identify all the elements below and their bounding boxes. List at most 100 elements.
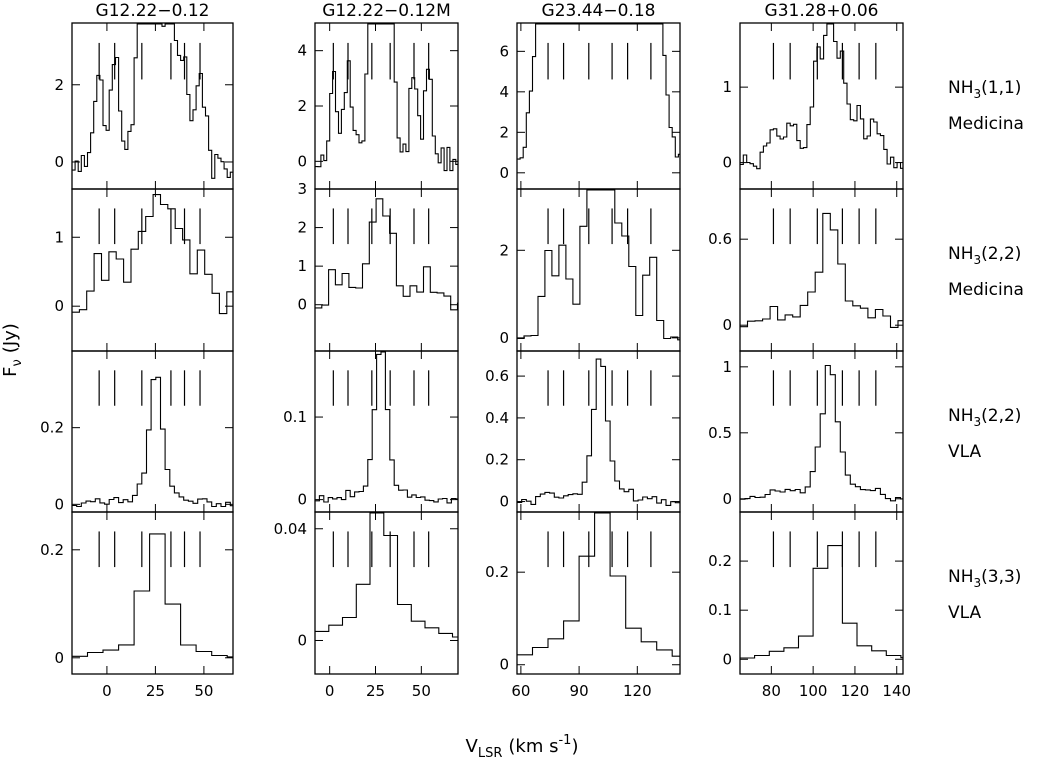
- spectrum-line: [315, 351, 458, 504]
- row-line-label: NH3(2,2): [948, 406, 1021, 429]
- spectrum-panel: 00.2: [40, 511, 234, 675]
- y-tick-label: 0.5: [708, 424, 732, 442]
- y-tick-label: 1: [722, 78, 732, 96]
- spectrum-line: [315, 198, 459, 311]
- spectrum-line: [517, 358, 680, 506]
- y-tick-label: 0: [722, 650, 732, 668]
- row-line-label: NH3(3,3): [948, 567, 1021, 590]
- y-tick-label: 6: [499, 42, 509, 60]
- y-tick-label: 0: [54, 153, 64, 171]
- spectrum-panel: 0 0.2 0.4 0.6: [485, 350, 681, 513]
- panel-frame: [71, 511, 234, 675]
- x-tick-label: 50: [194, 682, 213, 700]
- y-tick-label: 0.2: [40, 419, 64, 437]
- spectrum-panel: 0 2 4 6: [499, 22, 681, 190]
- y-tick-label: 0: [722, 490, 732, 508]
- panel-frame: [516, 350, 681, 513]
- spectrum-panel: 0 2 4: [297, 22, 459, 190]
- panel-frame: [314, 188, 459, 352]
- row-telescope-label: Medicina: [948, 114, 1024, 134]
- y-tick-label: 0.4: [485, 409, 509, 427]
- y-tick-label: 1: [722, 358, 732, 376]
- x-axis-label: VLSR (km s-1): [466, 733, 579, 761]
- y-tick-label: 0: [54, 297, 64, 315]
- panel-frame: [71, 350, 234, 513]
- spectrum-line: [72, 23, 233, 179]
- y-tick-label: 0.1: [283, 408, 307, 426]
- x-tick-label: 120: [841, 682, 870, 700]
- spectrum-line: [315, 23, 458, 172]
- x-tick-label: 25: [366, 682, 385, 700]
- panel-frame: [71, 188, 234, 352]
- spectrum-line: [517, 189, 680, 341]
- y-tick-label: 2: [499, 123, 509, 141]
- y-tick-label: 0: [499, 329, 509, 347]
- y-tick-label: 0: [297, 152, 307, 170]
- x-tick-label: 140: [882, 682, 911, 700]
- spectrum-line: [517, 23, 680, 160]
- y-tick-label: 2: [54, 76, 64, 94]
- y-tick-label: 0: [54, 495, 64, 513]
- y-tick-label: 0.6: [708, 230, 732, 248]
- y-tick-label: 0: [297, 491, 307, 509]
- y-tick-label: 0.2: [485, 563, 509, 581]
- y-tick-label: 3: [297, 180, 307, 198]
- column-title: G12.22−0.12: [96, 1, 210, 21]
- x-tick-label: 50: [412, 682, 431, 700]
- panel-frame: [71, 22, 234, 190]
- y-axis-label: Fν(Jy): [0, 323, 25, 377]
- y-tick-label: 0: [54, 649, 64, 667]
- panel-frame: [739, 188, 904, 352]
- row-line-label: NH3(2,2): [948, 244, 1021, 267]
- y-tick-label: 1: [54, 228, 64, 246]
- spectrum-line: [315, 512, 458, 638]
- spectrum-panel: 00.04: [274, 511, 459, 675]
- column-title: G12.22−0.12M: [322, 1, 451, 21]
- y-tick-label: 0.1: [708, 601, 732, 619]
- y-tick-label: 0: [499, 164, 509, 182]
- spectrum-line: [517, 512, 680, 657]
- panel-frame: [516, 188, 681, 352]
- spectrum-panel: 01: [54, 188, 234, 352]
- y-tick-label: 0.6: [485, 367, 509, 385]
- panel-frame: [739, 22, 904, 190]
- x-tick-label: 0: [102, 682, 112, 700]
- spectrum-line: [740, 23, 903, 170]
- spectrum-panel: 0 0.1 0.2: [708, 511, 904, 675]
- x-tick-label: 120: [623, 682, 652, 700]
- y-tick-label: 0: [722, 316, 732, 334]
- row-telescope-label: VLA: [948, 603, 981, 623]
- spectrum-line: [72, 533, 233, 658]
- spectrum-panel: 0 1 2 3: [297, 180, 459, 352]
- x-tick-label: 60: [511, 682, 530, 700]
- y-tick-label: 2: [499, 241, 509, 259]
- spectrum-panel: 00.51: [708, 350, 904, 513]
- panel-frame: [314, 350, 459, 513]
- y-tick-label: 0: [297, 296, 307, 314]
- x-tick-label: 100: [799, 682, 828, 700]
- y-tick-label: 0: [499, 656, 509, 674]
- column-title: G23.44−0.18: [542, 1, 656, 21]
- y-tick-label: 1: [297, 257, 307, 275]
- spectrum-panel: 00.1: [283, 350, 459, 513]
- y-tick-label: 0.2: [40, 541, 64, 559]
- x-tick-label: 90: [570, 682, 589, 700]
- row-line-label: NH3(1,1): [948, 78, 1021, 101]
- spectrum-panel: 02: [499, 188, 681, 352]
- spectrum-line: [72, 194, 233, 315]
- y-tick-label: 0.2: [485, 451, 509, 469]
- x-tick-label: 0: [325, 682, 335, 700]
- y-tick-label: 2: [297, 97, 307, 115]
- x-tick-label: 25: [146, 682, 165, 700]
- y-tick-label: 2: [297, 219, 307, 237]
- panel-frame: [314, 511, 459, 675]
- y-tick-label: 0.2: [708, 552, 732, 570]
- spectrum-line: [740, 545, 903, 659]
- row-telescope-label: VLA: [948, 442, 981, 462]
- spectrum-line: [740, 212, 903, 328]
- spectrum-panel: 02: [54, 22, 234, 190]
- y-tick-label: 0: [722, 154, 732, 172]
- spectrum-line: [740, 364, 903, 502]
